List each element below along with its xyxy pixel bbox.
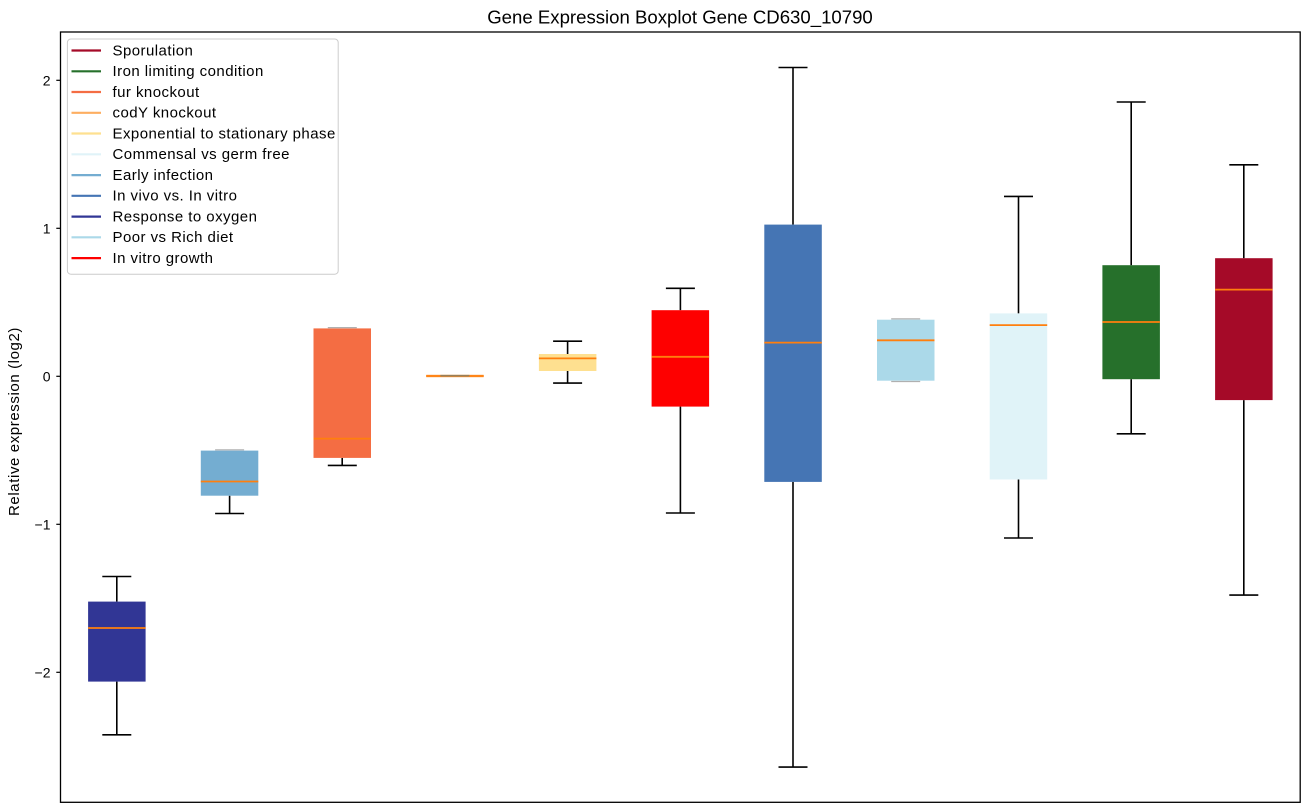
- svg-text:1: 1: [43, 221, 51, 237]
- svg-text:Poor vs Rich diet: Poor vs Rich diet: [113, 229, 234, 246]
- svg-text:Gene Expression Boxplot Gene C: Gene Expression Boxplot Gene CD630_10790: [487, 7, 873, 29]
- svg-text:Response to oxygen: Response to oxygen: [113, 209, 258, 226]
- svg-text:codY knockout: codY knockout: [113, 105, 217, 122]
- svg-text:Early infection: Early infection: [113, 167, 214, 184]
- svg-text:Exponential to stationary phas: Exponential to stationary phase: [113, 125, 336, 142]
- svg-text:−2: −2: [35, 665, 51, 681]
- svg-text:Commensal vs germ free: Commensal vs germ free: [113, 146, 290, 163]
- svg-text:Relative expression (log2): Relative expression (log2): [6, 327, 23, 516]
- svg-text:Sporulation: Sporulation: [113, 42, 194, 59]
- svg-text:In vitro growth: In vitro growth: [113, 250, 214, 267]
- svg-text:In vivo vs. In vitro: In vivo vs. In vitro: [113, 188, 238, 205]
- svg-text:Iron limiting condition: Iron limiting condition: [113, 63, 264, 80]
- svg-text:0: 0: [43, 369, 51, 385]
- svg-text:fur knockout: fur knockout: [113, 84, 200, 101]
- svg-text:2: 2: [43, 73, 51, 89]
- svg-text:−1: −1: [35, 517, 51, 533]
